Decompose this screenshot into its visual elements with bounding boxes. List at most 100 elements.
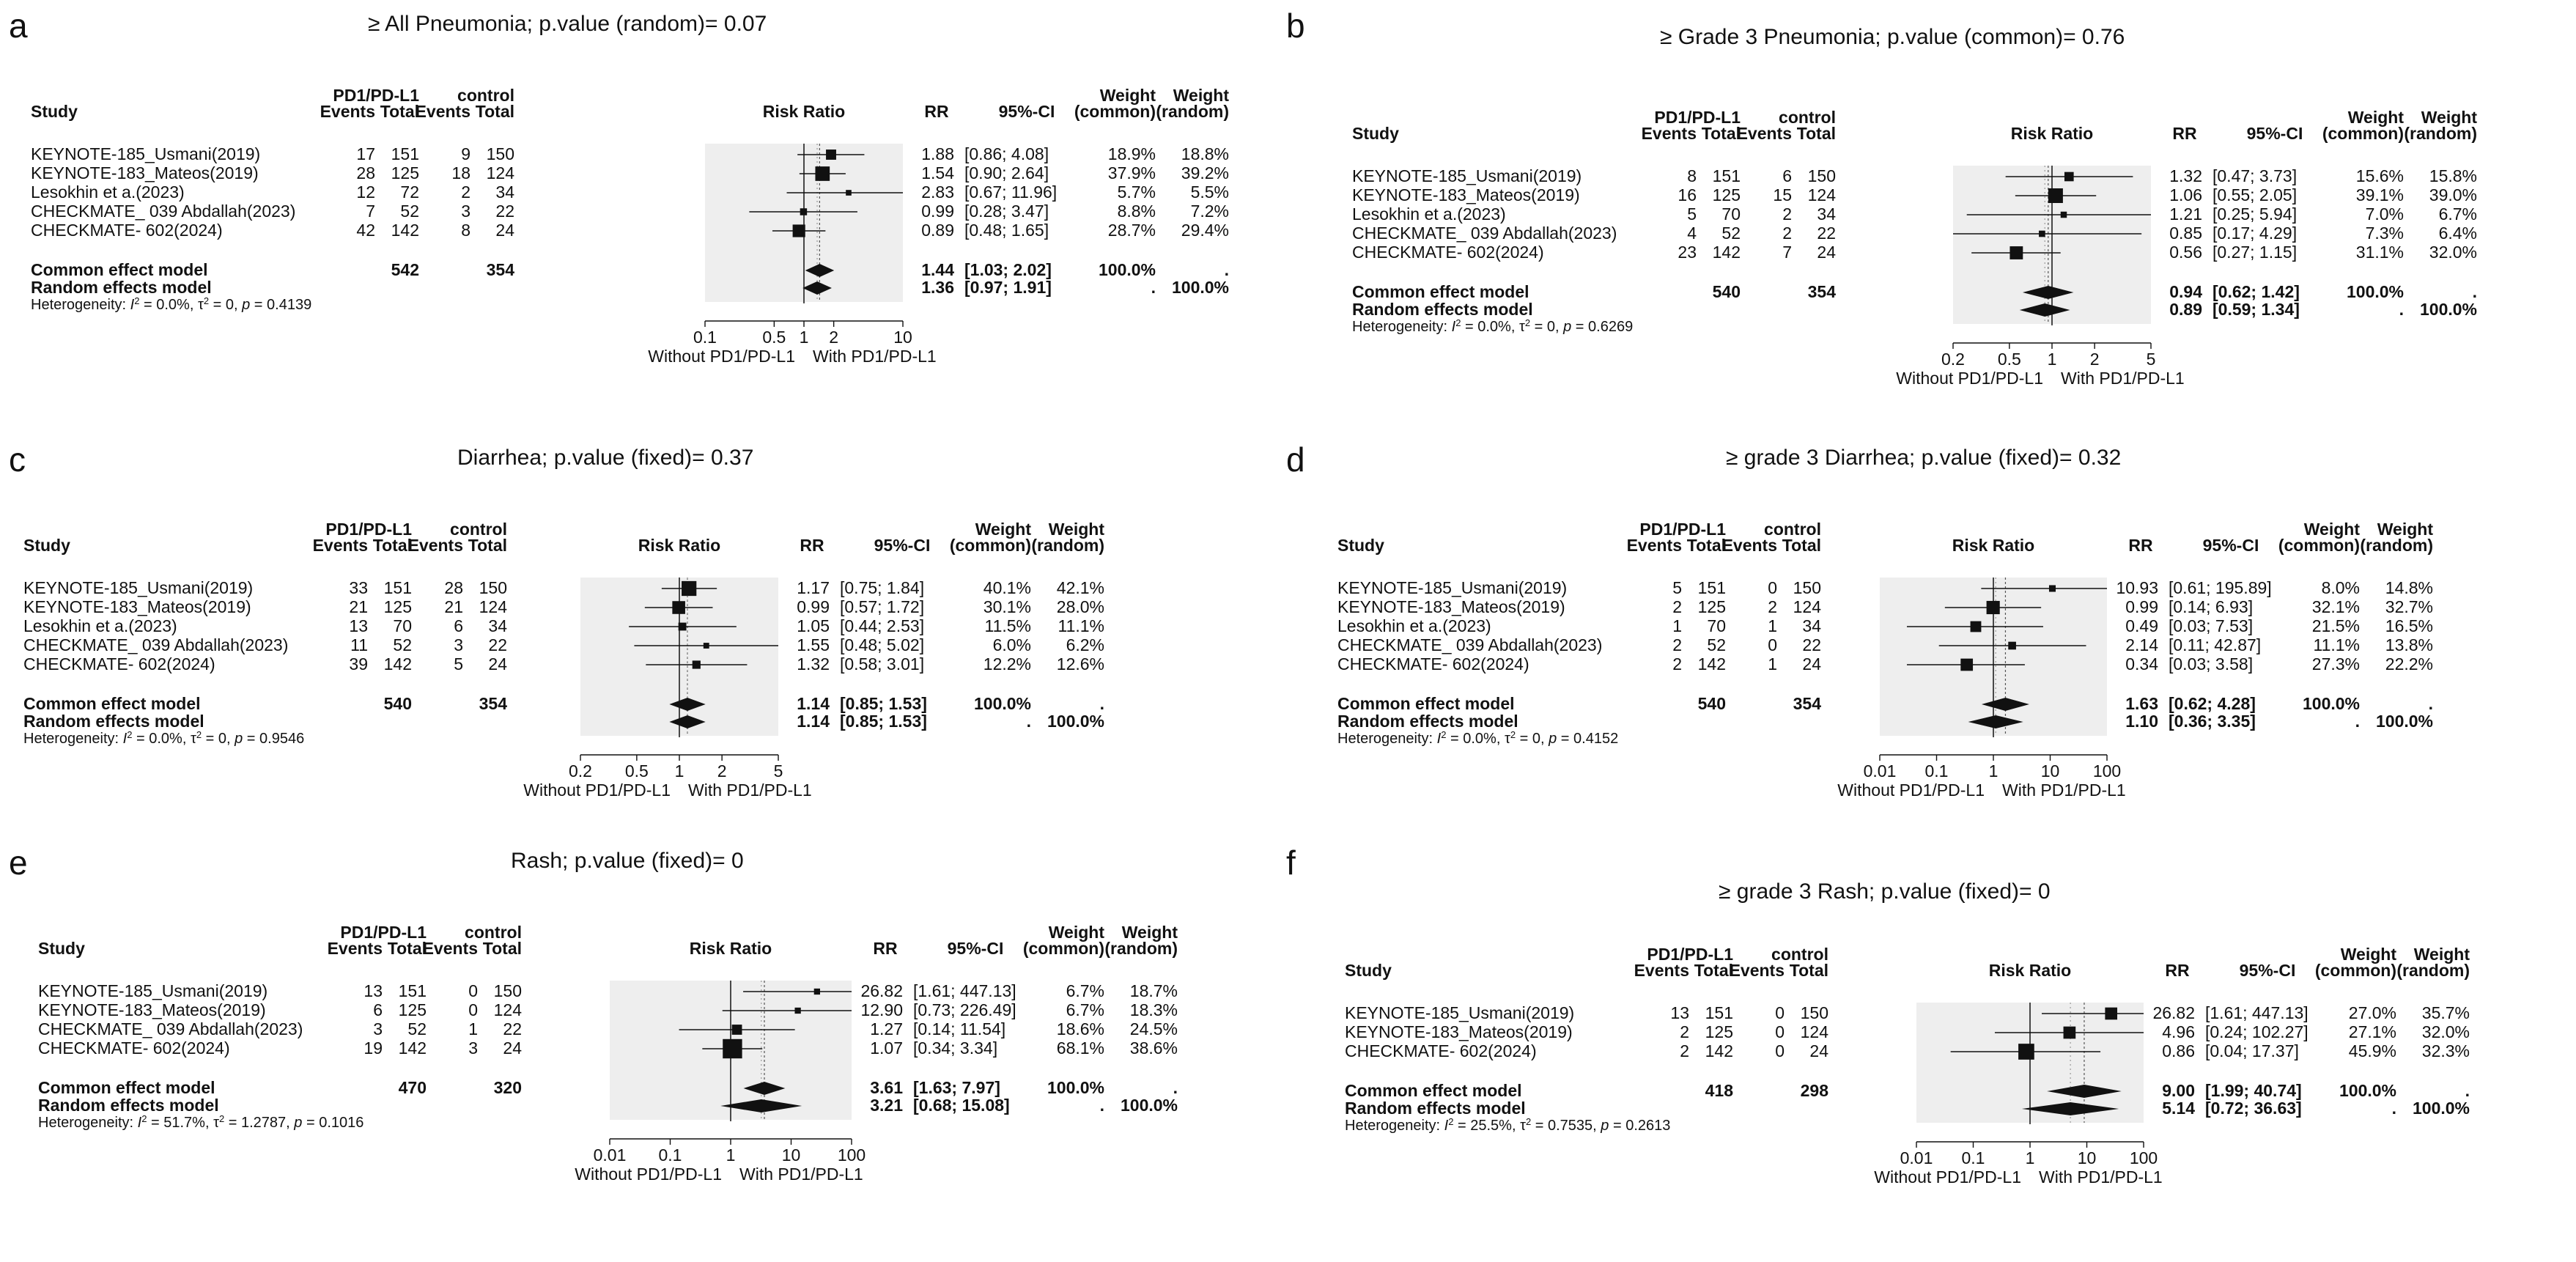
ci-value: [0.17; 4.29] bbox=[2213, 224, 2297, 243]
col-header-weight: Weight bbox=[2421, 108, 2478, 127]
col-header-control: control bbox=[1764, 520, 1821, 539]
common-treatment-total: 470 bbox=[399, 1078, 427, 1097]
common-control-total: 298 bbox=[1801, 1081, 1829, 1100]
control-events: 7 bbox=[1782, 243, 1792, 262]
treatment-events: 23 bbox=[1678, 243, 1697, 262]
ci-value: [0.25; 5.94] bbox=[2213, 204, 2297, 224]
control-events: 21 bbox=[444, 597, 463, 616]
col-header-events: Events bbox=[408, 536, 463, 555]
common-effect-diamond bbox=[805, 264, 835, 277]
treatment-events: 2 bbox=[1672, 635, 1682, 654]
axis-label-without: Without PD1/PD-L1 bbox=[648, 347, 795, 366]
control-events: 1 bbox=[1768, 616, 1777, 635]
ci-value: [0.14; 6.93] bbox=[2169, 597, 2253, 616]
control-events: 15 bbox=[1773, 185, 1792, 204]
treatment-events: 6 bbox=[373, 1000, 383, 1019]
control-total: 34 bbox=[495, 182, 514, 202]
treatment-total: 151 bbox=[391, 144, 419, 163]
common-effect-label: Common effect model bbox=[38, 1078, 215, 1097]
common-control-total: 320 bbox=[494, 1078, 522, 1097]
x-tick-label: 0.5 bbox=[625, 761, 649, 781]
ci-value: [0.55; 2.05] bbox=[2213, 185, 2297, 204]
x-tick-label: 1 bbox=[726, 1145, 736, 1165]
forest-panel-f: f ≥ grade 3 Rash; p.value (fixed)= 0 PD1… bbox=[1286, 843, 2561, 1253]
col-header-total: Total bbox=[1687, 536, 1726, 555]
weight-common: 7.3% bbox=[2366, 224, 2404, 243]
weight-random: 18.7% bbox=[1130, 981, 1178, 1000]
effect-square bbox=[846, 190, 852, 196]
common-weight-random: . bbox=[2473, 282, 2477, 301]
axis-label-without: Without PD1/PD-L1 bbox=[1896, 369, 2043, 388]
col-header-weight: Weight bbox=[2341, 945, 2397, 964]
col-header-treatment: PD1/PD-L1 bbox=[1654, 108, 1741, 127]
rr-value: 1.06 bbox=[2169, 185, 2202, 204]
weight-common: 39.1% bbox=[2356, 185, 2404, 204]
weight-common: 45.9% bbox=[2349, 1041, 2396, 1060]
effect-square bbox=[2008, 641, 2016, 650]
control-total: 22 bbox=[495, 202, 514, 221]
random-effects-diamond bbox=[669, 715, 706, 728]
treatment-events: 16 bbox=[1678, 185, 1697, 204]
control-total: 24 bbox=[1802, 654, 1821, 674]
common-rr: 0.94 bbox=[2169, 282, 2202, 301]
control-total: 150 bbox=[487, 144, 514, 163]
treatment-events: 7 bbox=[366, 202, 375, 221]
col-header-total: Total bbox=[1694, 961, 1733, 980]
common-effect-diamond bbox=[2047, 1085, 2122, 1098]
panel-title: ≥ Grade 3 Pneumonia; p.value (common)= 0… bbox=[1660, 25, 2125, 49]
study-name: CHECKMATE- 602(2024) bbox=[1352, 243, 1544, 262]
rr-value: 0.34 bbox=[2125, 654, 2158, 674]
random-weight-common: . bbox=[1151, 278, 1156, 297]
treatment-events: 21 bbox=[349, 597, 368, 616]
col-header-risk-ratio: Risk Ratio bbox=[1989, 961, 2071, 980]
common-weight-random: . bbox=[1100, 694, 1104, 713]
random-ci: [0.85; 1.53] bbox=[840, 712, 927, 731]
col-header-total: Total bbox=[1782, 536, 1821, 555]
weight-random: 7.2% bbox=[1191, 202, 1229, 221]
treatment-total: 70 bbox=[1721, 204, 1741, 224]
col-header-weight: Weight bbox=[2414, 945, 2470, 964]
col-header-control: control bbox=[465, 923, 522, 942]
treatment-events: 5 bbox=[1672, 578, 1682, 597]
effect-square bbox=[2105, 1007, 2118, 1020]
random-weight: 100.0% bbox=[2376, 712, 2433, 731]
x-tick-label: 0.1 bbox=[693, 328, 717, 347]
col-header-weight-random: (random) bbox=[1104, 939, 1178, 958]
effect-square bbox=[692, 660, 701, 669]
panel-letter: f bbox=[1286, 844, 1296, 882]
rr-value: 10.93 bbox=[2116, 578, 2158, 597]
rr-value: 0.56 bbox=[2169, 243, 2202, 262]
study-name: KEYNOTE-185_Usmani(2019) bbox=[23, 578, 253, 597]
study-name: CHECKMATE_ 039 Abdallah(2023) bbox=[1352, 224, 1617, 243]
rr-value: 1.55 bbox=[797, 635, 830, 654]
random-effects-diamond bbox=[1968, 715, 2023, 728]
common-ci: [0.62; 1.42] bbox=[2213, 282, 2300, 301]
common-effect-diamond bbox=[743, 1082, 786, 1095]
treatment-events: 3 bbox=[373, 1019, 383, 1038]
col-header-risk-ratio: Risk Ratio bbox=[763, 102, 845, 121]
effect-square bbox=[2009, 246, 2023, 259]
control-events: 1 bbox=[1768, 654, 1777, 674]
common-ci: [0.62; 4.28] bbox=[2169, 694, 2256, 713]
common-effect-label: Common effect model bbox=[1352, 282, 1529, 301]
common-weight: 100.0% bbox=[974, 694, 1031, 713]
weight-common: 31.1% bbox=[2356, 243, 2404, 262]
col-header-weight-common: (common) bbox=[1074, 102, 1156, 121]
weight-random: 24.5% bbox=[1130, 1019, 1178, 1038]
axis-label-with: With PD1/PD-L1 bbox=[2039, 1167, 2163, 1187]
control-total: 24 bbox=[1817, 243, 1836, 262]
axis-label-with: With PD1/PD-L1 bbox=[2002, 781, 2126, 800]
random-weight: 100.0% bbox=[1172, 278, 1229, 297]
axis-label-without: Without PD1/PD-L1 bbox=[1837, 781, 1985, 800]
study-name: CHECKMATE- 602(2024) bbox=[38, 1038, 230, 1058]
col-header-rr: RR bbox=[2172, 124, 2197, 143]
common-weight-random: . bbox=[1225, 260, 1229, 279]
treatment-events: 13 bbox=[349, 616, 368, 635]
col-header-total: Total bbox=[380, 102, 419, 121]
panel-title: Diarrhea; p.value (fixed)= 0.37 bbox=[457, 446, 754, 470]
study-name: KEYNOTE-183_Mateos(2019) bbox=[23, 597, 251, 616]
col-header-ci: 95%-CI bbox=[2240, 961, 2296, 980]
common-control-total: 354 bbox=[1793, 694, 1822, 713]
treatment-events: 33 bbox=[349, 578, 368, 597]
control-total: 124 bbox=[1808, 185, 1837, 204]
